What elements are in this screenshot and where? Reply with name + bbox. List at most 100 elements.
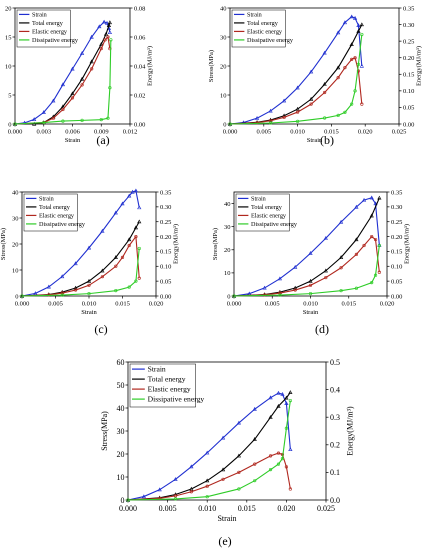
data-point-strain [46,284,51,289]
y-tick-label: 10 [224,270,231,277]
x-tick-label: 0.015 [115,301,130,308]
data-point-dissipative-energy [284,426,289,430]
y-tick-label: 0 [121,496,125,505]
x-axis-label: Strain [303,309,319,316]
y-axis-label: Stress(MPa) [212,228,219,260]
y2-tick-label: 0.20 [391,234,402,241]
x-tick-label: 0.005 [265,301,280,308]
y2-tick-label: 0.30 [403,22,414,29]
data-point-strain [60,274,65,279]
x-tick-label: 0.020 [277,504,295,513]
y-tick-label: 0 [15,293,18,300]
data-point-strain [113,210,118,215]
data-point-elastic-energy [308,283,313,287]
data-point-total-energy [205,478,210,483]
panel-label: (d) [315,322,329,336]
y-tick-label: 30 [12,215,19,222]
data-point-strain [354,204,359,209]
x-tick-label: 0.010 [290,129,305,136]
y-tick-label: 40 [224,201,231,208]
data-point-dissipative-energy [237,487,241,491]
data-point-strain [252,406,257,411]
y-tick-label: 0 [227,293,230,300]
data-point-strain [104,20,110,25]
y2-tick-label: 0.25 [160,219,171,226]
data-point-elastic-energy [373,237,378,242]
legend-label-strain: Strain [32,12,47,18]
data-point-elastic-energy [60,291,64,295]
data-point-total-energy [133,225,139,230]
data-point-strain [70,66,75,71]
data-point-total-energy [359,22,364,27]
legend-box [23,193,78,232]
legend: Strain Total energy Elastic energy Dissipat… [235,193,298,232]
y-tick-label: 30 [220,34,227,41]
data-point-dissipative-energy [373,273,378,277]
data-point-strain [276,390,281,395]
data-point-total-energy [338,255,344,259]
x-tick-label: 0.025 [392,129,407,136]
panel-label: (e) [218,534,231,548]
data-point-strain [120,201,125,206]
data-point-dissipative-energy [137,246,141,251]
data-point-dissipative-energy [106,116,110,120]
legend-label-elastic-energy: Elastic energy [32,29,68,35]
chart-panel-c: 0.000 0.005 0.010 0.015 0.020 0 10 20 30 40 0.00 0.… [0,188,179,336]
data-point-strain [189,464,194,469]
y-tick-label: 20 [220,63,227,70]
y2-tick-label: 0.04 [134,63,146,70]
data-point-strain [107,30,112,34]
x-tick-label: 0.015 [324,129,339,136]
data-point-strain [338,219,344,224]
x-axis-label: Strain [217,514,236,523]
legend-box [129,363,196,408]
data-point-strain [293,264,298,269]
data-point-strain [359,63,364,68]
data-point-strain [369,195,374,200]
legend-label-elastic-energy: Elastic energy [39,213,75,219]
data-point-elastic-energy [253,462,257,466]
data-point-dissipative-energy [336,113,340,117]
y-axis-label: Stress(MPa) [0,228,7,260]
x-axis-label: Strain [81,309,97,316]
y2-tick-label: 0.00 [403,121,414,128]
y-tick-label: 60 [117,358,125,367]
series-line-strain [233,197,380,297]
data-point-dissipative-energy [278,293,282,297]
x-tick-label: 0.020 [358,129,373,136]
y2-tick-label: 0.35 [403,5,414,12]
data-point-total-energy [322,82,327,86]
chart-panel-b: 0.000 0.005 0.010 0.015 0.020 0.025 0 10 20 30 40 0… [208,5,422,147]
y-tick-label: 50 [117,381,125,390]
legend-label-elastic-energy: Elastic energy [148,385,191,394]
y2-tick-label: 0.35 [160,189,171,196]
y2-axis-label: Energy(MJ/m³) [415,46,422,86]
legend-box [16,9,71,48]
y2-tick-label: 0.15 [403,72,414,79]
data-point-elastic-energy [87,283,91,287]
y-tick-label: 10 [220,92,227,99]
data-point-dissipative-energy [60,293,64,297]
data-point-total-energy [113,255,118,259]
data-point-total-energy [295,106,300,111]
data-point-strain [349,14,354,19]
data-point-elastic-energy [353,56,357,60]
series-line-total-energy [127,392,291,501]
y2-tick-label: 0.20 [160,234,171,241]
x-tick-label: 0.005 [48,301,63,308]
data-point-dissipative-energy [99,118,103,122]
data-point-strain [342,20,348,25]
data-point-total-energy [369,213,374,218]
data-point-elastic-energy [100,275,104,279]
data-point-dissipative-energy [360,32,364,37]
data-point-elastic-energy [47,293,51,297]
data-point-total-energy [73,285,78,290]
y-axis-label: Stress(MPa) [100,411,109,451]
data-point-dissipative-energy [356,62,361,66]
data-point-strain [100,228,105,233]
x-tick-label: 0.000 [119,504,137,513]
data-point-total-energy [268,414,273,419]
x-tick-label: 0.010 [198,504,216,513]
data-point-elastic-energy [350,57,354,61]
